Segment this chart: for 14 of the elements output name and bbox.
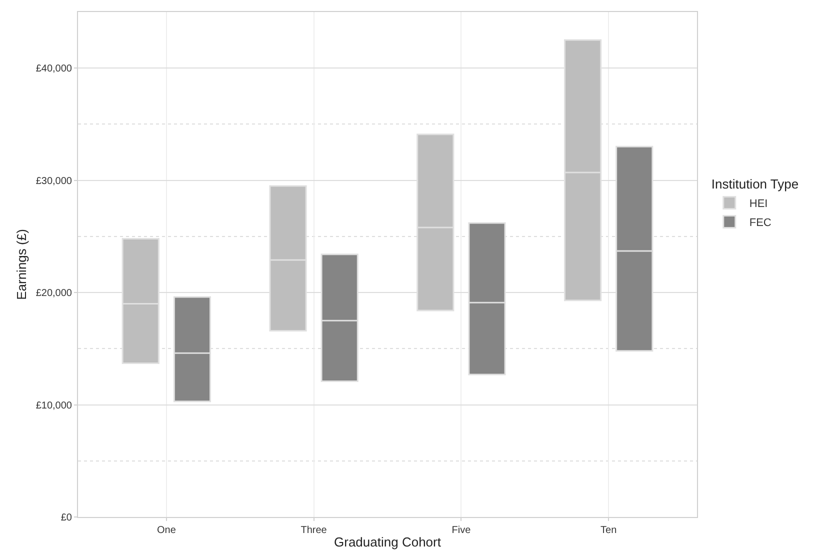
y-tick-label: £0	[60, 512, 72, 524]
y-tick-label: £40,000	[36, 64, 72, 75]
legend-title: Institution Type	[711, 176, 799, 192]
x-tick-label: Three	[300, 525, 328, 536]
legend-label: HEI	[749, 198, 768, 210]
y-tick-label: £30,000	[36, 176, 72, 187]
legend-label: FEC	[749, 217, 772, 230]
x-tick-label: Five	[452, 525, 472, 536]
y-tick-label: £20,000	[36, 288, 72, 300]
y-tick-label: £10,000	[36, 400, 72, 412]
y-axis-title: Earnings (£)	[14, 229, 29, 300]
x-tick-label: One	[156, 525, 176, 536]
x-tick-label: Ten	[600, 525, 617, 536]
x-axis-title: Graduating Cohort	[334, 534, 442, 550]
